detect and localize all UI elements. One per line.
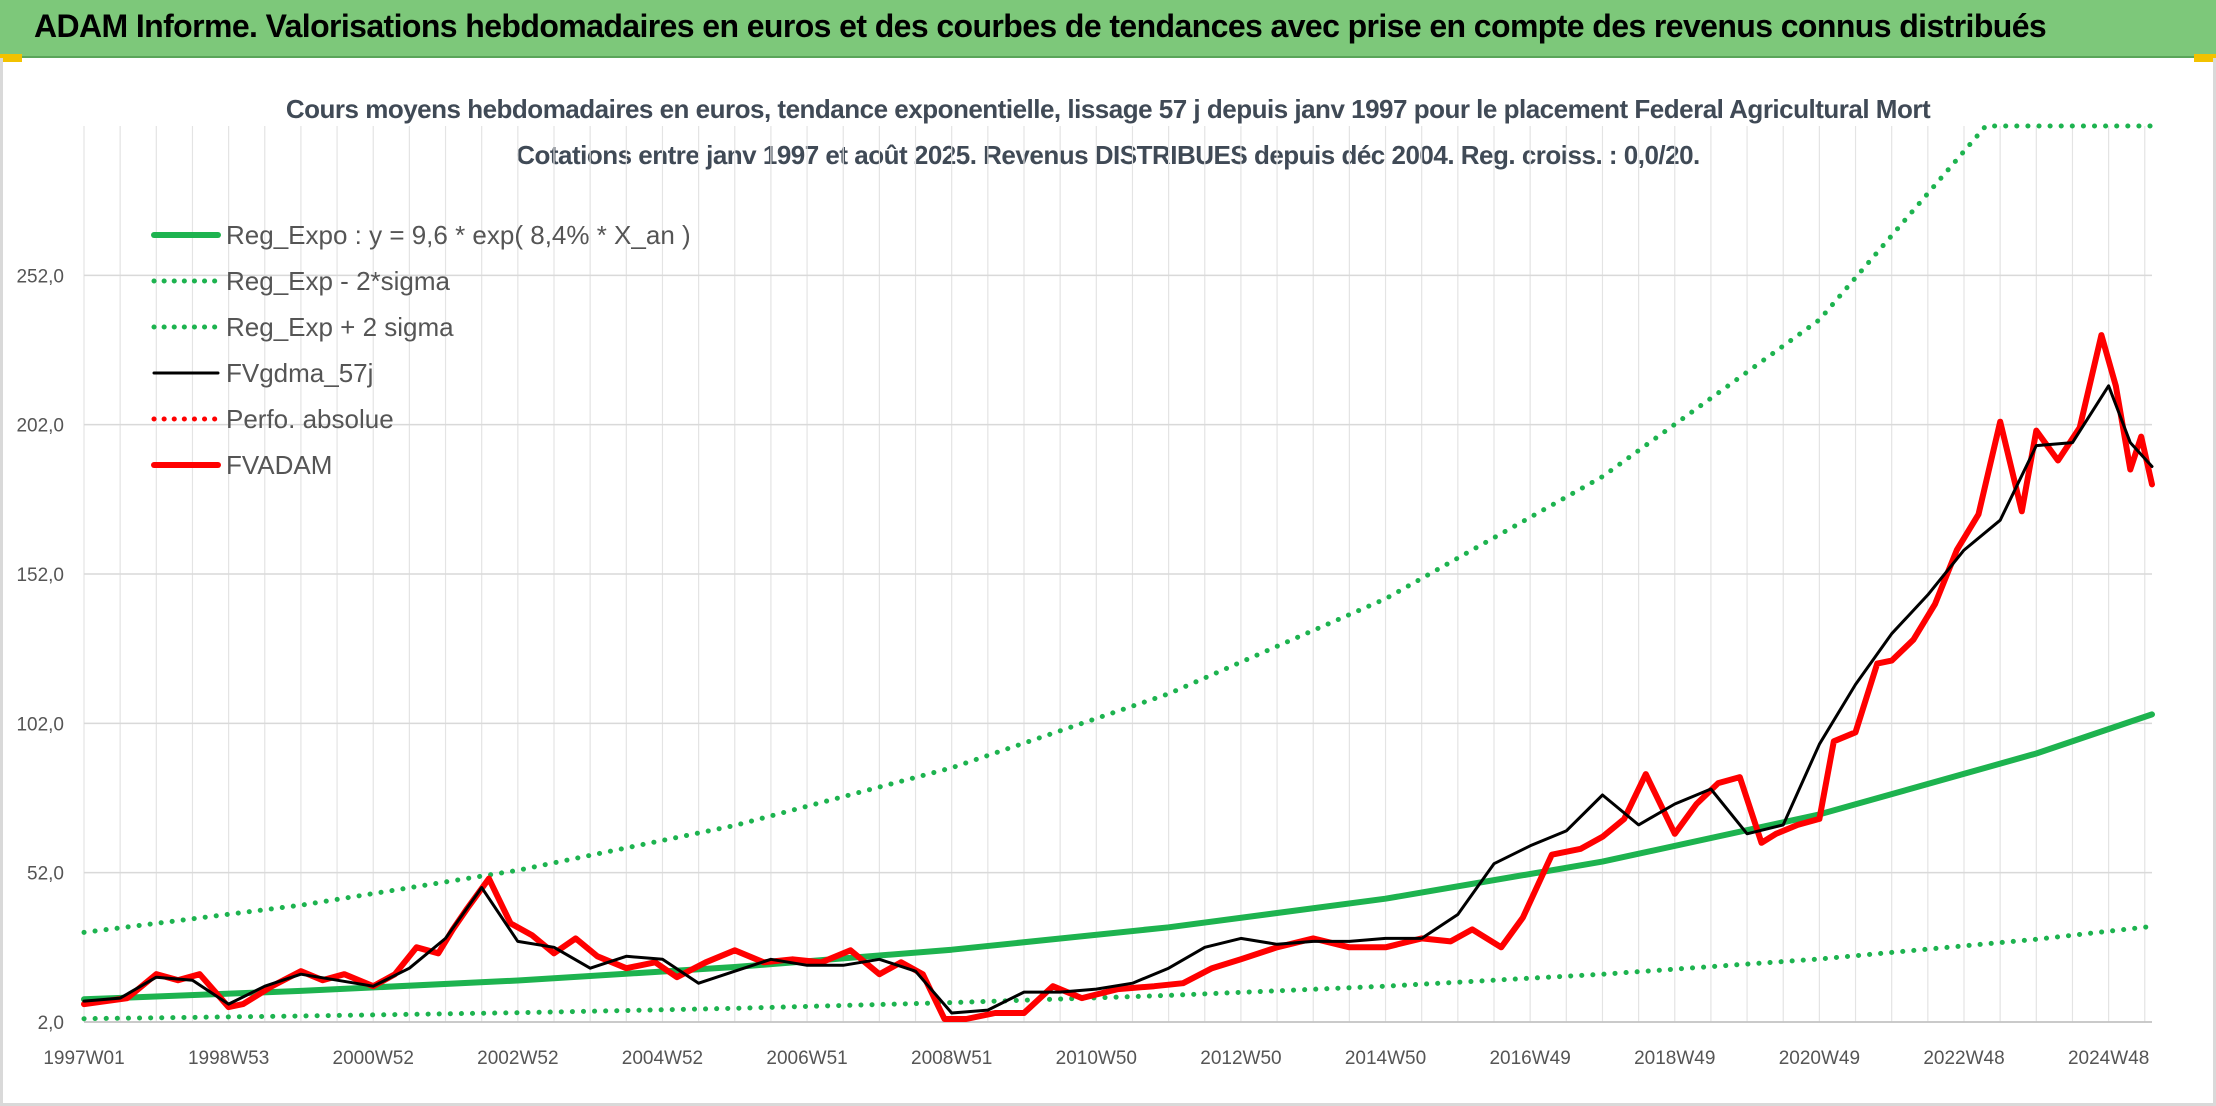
x-tick-label: 2016W49: [1489, 1048, 1570, 1069]
page-title: ADAM Informe. Valorisations hebdomadaire…: [34, 8, 2047, 44]
legend-swatch: [151, 416, 221, 422]
y-tick-label: 202,0: [16, 416, 64, 437]
y-tick-label: 2,0: [38, 1013, 64, 1034]
x-tick-label: 2010W50: [1056, 1048, 1137, 1069]
x-tick-label: 2008W51: [911, 1048, 992, 1069]
x-tick-label: 2014W50: [1345, 1048, 1426, 1069]
x-tick-label: 1998W53: [188, 1048, 269, 1069]
series-line-2: [81, 123, 2155, 935]
x-tick-label: 2012W50: [1200, 1048, 1281, 1069]
chart-title: Cours moyens hebdomadaires en euros, ten…: [285, 94, 1931, 124]
x-tick-label: 2024W48: [2068, 1048, 2149, 1069]
legend-item: Reg_Exp + 2 sigma: [150, 304, 691, 350]
legend-label: FVgdma_57j: [226, 357, 374, 388]
legend-swatch: [151, 462, 221, 468]
corner-marker-right: [2194, 54, 2216, 62]
y-tick-label: 152,0: [16, 565, 64, 586]
header-banner: ADAM Informe. Valorisations hebdomadaire…: [0, 0, 2216, 58]
legend-item: Reg_Expo : y = 9,6 * exp( 8,4% * X_an ): [150, 212, 691, 258]
series-line-3: [82, 384, 2154, 1015]
y-tick-label: 252,0: [16, 266, 64, 287]
x-tick-label: 2002W52: [477, 1048, 558, 1069]
x-tick-label: 2006W51: [766, 1048, 847, 1069]
corner-marker-left: [0, 54, 22, 62]
legend-label: Perfo. absolue: [226, 403, 394, 434]
chart-subtitle: Cotations entre janv 1997 et août 2025. …: [516, 140, 1700, 170]
legend-label: Reg_Exp - 2*sigma: [226, 265, 450, 296]
y-tick-label: 52,0: [27, 864, 64, 885]
x-tick-label: 2018W49: [1634, 1048, 1715, 1069]
legend-label: Reg_Exp + 2 sigma: [226, 311, 454, 342]
series-line-1: [81, 923, 2155, 1022]
chart-legend: Reg_Expo : y = 9,6 * exp( 8,4% * X_an ) R…: [150, 212, 691, 488]
chart-frame: [0, 58, 2216, 1106]
legend-swatch: [152, 371, 220, 375]
legend-item: FVADAM: [150, 442, 691, 488]
x-tick-label: 2004W52: [622, 1048, 703, 1069]
legend-item: Perfo. absolue: [150, 396, 691, 442]
series-line-5: [81, 332, 2155, 1022]
x-tick-label: 2020W49: [1779, 1048, 1860, 1069]
legend-item: Reg_Exp - 2*sigma: [150, 258, 691, 304]
legend-swatch: [151, 324, 221, 330]
x-tick-label: 2000W52: [333, 1048, 414, 1069]
x-tick-label: 2022W48: [1923, 1048, 2004, 1069]
legend-swatch: [151, 278, 221, 284]
legend-label: Reg_Expo : y = 9,6 * exp( 8,4% * X_an ): [226, 219, 691, 250]
legend-label: FVADAM: [226, 449, 333, 480]
x-tick-label: 1997W01: [43, 1048, 124, 1069]
y-tick-label: 102,0: [16, 714, 64, 735]
legend-swatch: [151, 232, 221, 238]
legend-item: FVgdma_57j: [150, 350, 691, 396]
series-line-0: [81, 711, 2155, 1003]
